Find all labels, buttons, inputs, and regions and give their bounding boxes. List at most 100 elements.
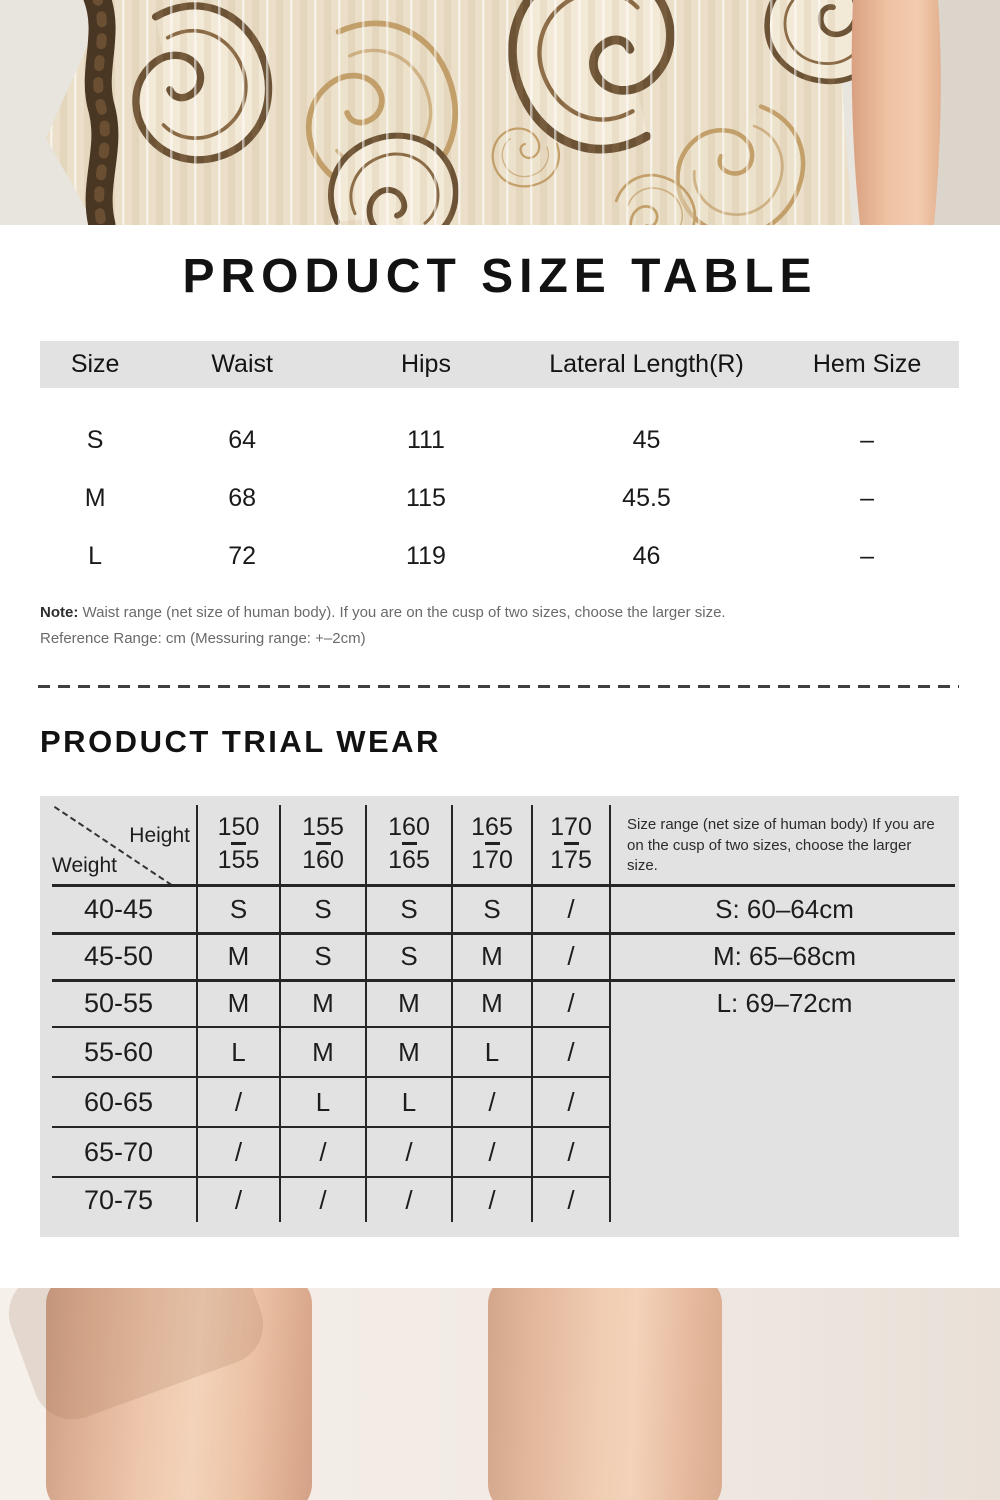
size-table-header: Size Waist Hips Lateral Length(R) Hem Si… <box>40 341 959 388</box>
height-range-160-165: 160 165 <box>388 813 430 874</box>
trial-cell: S <box>400 893 418 924</box>
trial-cell: / <box>234 1184 243 1215</box>
corner-label-height: Height <box>129 824 190 847</box>
corner-cell: Height Weight <box>40 796 197 886</box>
range-dash <box>231 842 246 845</box>
trial-wear-title: PRODUCT TRIAL WEAR <box>40 724 441 759</box>
trial-cell: L <box>315 1086 331 1117</box>
size-range-m: M: 65–68cm <box>712 941 857 971</box>
grid-hline <box>52 979 955 982</box>
weight-label: 45-50 <box>83 941 154 971</box>
trial-cell: L <box>401 1086 417 1117</box>
size-range-s: S: 60–64cm <box>715 893 854 924</box>
weight-label: 50-55 <box>83 988 154 1018</box>
cell-lateral: 45 <box>632 425 661 454</box>
grid-vline <box>279 805 281 1222</box>
trial-cell: / <box>319 1136 327 1167</box>
cell-hips: 111 <box>406 425 445 454</box>
trial-cell: / <box>488 1136 496 1167</box>
trial-cell: / <box>567 941 575 971</box>
cell-waist: 72 <box>228 541 257 570</box>
trial-cell: / <box>319 1184 327 1215</box>
range-dash <box>315 842 331 845</box>
size-table-row-s: S 64 111 45 – <box>40 411 959 469</box>
height-range-150-155: 150 155 <box>217 813 260 874</box>
weight-label: 55-60 <box>83 1036 154 1067</box>
trial-cell: L <box>231 1036 246 1067</box>
grid-hline <box>52 884 955 887</box>
cell-lateral: 45.5 <box>622 483 671 512</box>
range-dash <box>563 842 579 845</box>
paisley-fabric-illustration <box>0 0 1000 225</box>
trial-wear-table: Height Weight 150 155 155 160 160 165 165 17… <box>40 796 959 1237</box>
trial-cell: M <box>398 988 420 1018</box>
grid-hline <box>52 1176 609 1178</box>
corner-label-weight: Weight <box>52 854 117 877</box>
product-photo-top <box>0 0 1000 225</box>
height-range-155-160: 155 160 <box>302 813 344 874</box>
dress-fabric <box>46 0 889 225</box>
size-table-col-waist: Waist <box>211 350 273 378</box>
size-range-note: Size range (net size of human body) If y… <box>627 816 935 874</box>
cell-hem: – <box>860 541 875 570</box>
size-table-col-size: Size <box>70 350 120 378</box>
cell-size: L <box>88 541 103 570</box>
size-table-col-hem: Hem Size <box>812 350 922 378</box>
grid-hline <box>52 1126 609 1128</box>
reference-line: Reference Range: cm (Messuring range: +–… <box>40 630 366 647</box>
cell-hips: 119 <box>406 541 446 570</box>
size-table-row-l: L 72 119 46 – <box>40 527 959 585</box>
grid-hline <box>52 1026 609 1028</box>
trial-cell: S <box>229 893 248 924</box>
trial-cell: M <box>312 988 334 1018</box>
weight-label: 65-70 <box>83 1136 154 1167</box>
trial-cell: / <box>488 1086 496 1117</box>
hair-braid <box>83 0 119 225</box>
grid-vline <box>531 805 533 1222</box>
note-line: Note: Waist range (net size of human bod… <box>40 600 726 626</box>
trial-cell: / <box>234 1136 243 1167</box>
photo-background-right <box>930 0 1000 225</box>
trial-cell: S <box>314 893 332 924</box>
height-range-170-175: 170 175 <box>550 813 592 874</box>
size-table-col-lateral: Lateral Length(R) <box>549 350 744 378</box>
weight-label: 40-45 <box>83 893 154 924</box>
product-photo-bottom <box>0 1288 1000 1500</box>
trial-cell: L <box>484 1036 500 1067</box>
size-table-notes: Note: Waist range (net size of human bod… <box>40 600 726 652</box>
trial-cell: M <box>227 988 250 1018</box>
size-range-l: L: 69–72cm <box>716 988 853 1018</box>
cell-hem: – <box>860 483 875 512</box>
trial-cell: M <box>481 941 503 971</box>
model-leg-left <box>0 1288 312 1500</box>
trial-cell: M <box>312 1036 334 1067</box>
note-text: Waist range (net size of human body). If… <box>78 604 726 621</box>
grid-vline <box>451 805 453 1222</box>
grid-hline <box>52 932 955 935</box>
cell-lateral: 46 <box>632 541 661 570</box>
trial-cell: M <box>398 1036 420 1067</box>
trial-cell: / <box>567 1136 575 1167</box>
size-table-row-m: M 68 115 45.5 – <box>40 469 959 527</box>
cell-size: M <box>84 483 106 512</box>
trial-cell: / <box>234 1086 243 1117</box>
trial-cell: / <box>567 893 575 924</box>
range-dash <box>484 842 500 845</box>
trial-cell: M <box>227 941 250 971</box>
grid-hline <box>52 1076 609 1078</box>
trial-cell: / <box>567 988 575 1018</box>
leg-shadow <box>0 1288 275 1431</box>
grid-vline <box>365 805 367 1222</box>
trial-cell: / <box>567 1036 575 1067</box>
page-title: PRODUCT SIZE TABLE <box>182 250 818 303</box>
cell-size: S <box>86 425 104 454</box>
trial-cell: S <box>314 941 332 971</box>
trial-cell: / <box>488 1184 496 1215</box>
trial-cell: S <box>400 941 418 971</box>
model-arm <box>851 0 941 225</box>
grid-vline <box>196 805 198 1222</box>
range-dash <box>401 842 417 845</box>
cell-waist: 68 <box>228 483 257 512</box>
height-range-165-170: 165 170 <box>471 813 513 874</box>
